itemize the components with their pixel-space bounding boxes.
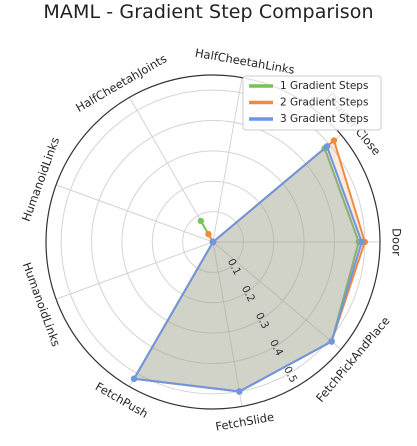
series-3-point-7: [130, 375, 138, 382]
legend-label: 1 Gradient Steps: [280, 80, 368, 92]
category-label: FetchSlide: [214, 410, 275, 434]
legend-item-2: 2 Gradient Steps: [249, 97, 368, 109]
spoke-line: [55, 184, 214, 243]
legend-box: [242, 75, 382, 131]
spoke-line: [212, 77, 243, 243]
series-layer: [130, 137, 369, 395]
series-2-point-4: [205, 230, 212, 238]
category-label: HalfCheetahLinks: [194, 46, 296, 77]
legend-item-3: 3 Gradient Steps: [249, 113, 368, 125]
legend-item-1: 1 Gradient Steps: [249, 80, 368, 92]
series-1-point-4: [197, 217, 205, 225]
legend-label: 2 Gradient Steps: [280, 97, 368, 109]
series-2-point-2: [330, 137, 338, 144]
category-label: Door: [390, 228, 404, 256]
spoke-line: [212, 241, 243, 407]
outer-frame: [45, 74, 381, 410]
series-3: [130, 143, 365, 395]
spoke-line: [212, 241, 342, 350]
series-3-point-6: [209, 238, 217, 246]
spoke-line: [129, 97, 214, 243]
legend-label: 3 Gradient Steps: [280, 113, 368, 125]
series-3-point-9: [328, 338, 335, 345]
series-3-point-2: [323, 143, 331, 150]
series-3-point-1: [358, 238, 365, 246]
chart-title: MAML - Gradient Step Comparison: [43, 1, 374, 23]
series-3-point-8: [236, 388, 243, 395]
spoke-line: [55, 241, 214, 300]
legend: 1 Gradient Steps 2 Gradient Steps 3 Gradie…: [242, 75, 382, 131]
